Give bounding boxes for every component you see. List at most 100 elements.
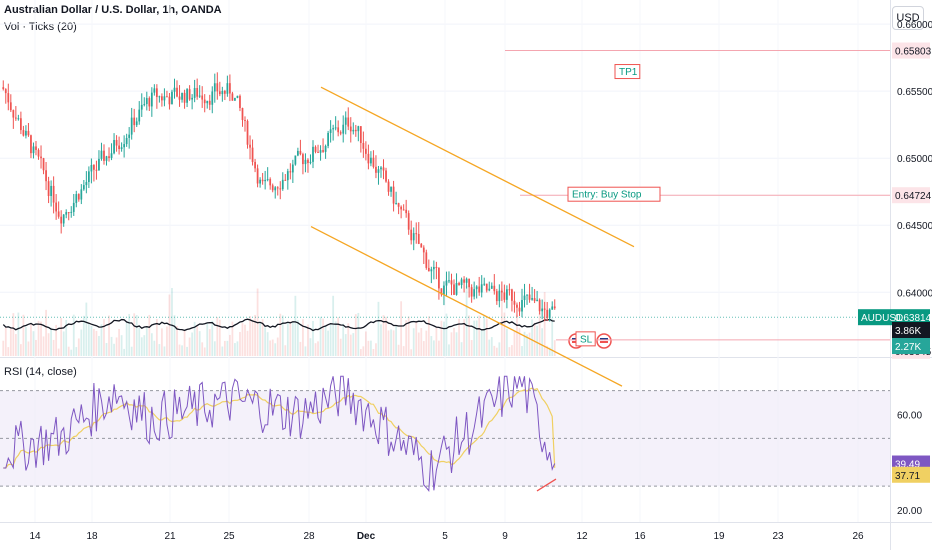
- volume-bar: [397, 344, 400, 356]
- volume-bar: [75, 347, 78, 356]
- volume-bar: [322, 318, 324, 356]
- flag-stripe: [600, 341, 608, 343]
- candle-body: [65, 212, 68, 215]
- candle-body: [478, 286, 481, 293]
- volume-bar: [211, 320, 214, 356]
- candle-body: [14, 117, 17, 119]
- sl-annotation[interactable]: SL: [575, 331, 596, 347]
- candle-body: [266, 179, 269, 181]
- volume-bar: [490, 337, 493, 356]
- volume-bar: [254, 314, 256, 356]
- volume-bar: [251, 319, 254, 356]
- candle-body: [70, 211, 73, 213]
- volume-bar: [203, 347, 206, 356]
- candle-body: [110, 153, 113, 158]
- volume-bar: [364, 331, 367, 356]
- channel-upper-line[interactable]: [320, 86, 635, 248]
- rsi-divergence-line[interactable]: [536, 478, 557, 492]
- volume-bar: [518, 328, 521, 356]
- candle-body: [191, 97, 194, 100]
- volume-bar: [430, 336, 433, 356]
- volume-bar: [155, 319, 158, 356]
- candle-body: [531, 298, 533, 300]
- volume-bar: [415, 320, 418, 356]
- volume-bar: [385, 316, 387, 356]
- volume-bar: [473, 320, 476, 356]
- candle-body: [279, 188, 282, 190]
- candle-body: [226, 83, 229, 94]
- volume-bar: [196, 326, 199, 356]
- candle-body: [483, 283, 486, 285]
- candle-body: [4, 89, 7, 94]
- candle-body: [208, 100, 211, 105]
- volume-bar: [455, 332, 458, 356]
- last-price-tag-text: 0.63814: [895, 313, 932, 324]
- candle-body: [364, 148, 367, 154]
- volume-bar: [380, 324, 382, 356]
- volume-bar: [176, 326, 178, 356]
- volume-bar: [478, 315, 481, 356]
- volume-bar: [14, 334, 17, 356]
- volume-bar: [417, 332, 420, 356]
- volume-bar: [359, 349, 362, 356]
- candle-body: [536, 299, 538, 301]
- rsi-value-tag-text: 39.49: [895, 460, 920, 471]
- candle-body: [115, 139, 118, 146]
- candle-body: [329, 129, 332, 133]
- candle-body: [513, 300, 516, 305]
- volume-bar: [334, 321, 337, 356]
- volume-bar: [438, 340, 440, 356]
- candle-body: [168, 96, 171, 105]
- volume-bar: [297, 320, 299, 356]
- rsi-ma-value-tag-bg: [892, 466, 930, 483]
- candle-body: [533, 298, 536, 301]
- candle-body: [375, 166, 377, 173]
- volume-bar: [402, 346, 405, 356]
- candle-body: [163, 96, 166, 101]
- volume-bar: [531, 319, 533, 356]
- candle-body: [25, 130, 27, 136]
- candle-body: [397, 203, 400, 207]
- candle-body: [450, 280, 453, 285]
- candle-body: [45, 170, 47, 182]
- time-label: 5: [442, 531, 448, 542]
- candle-body: [261, 179, 264, 182]
- time-label: 21: [164, 531, 176, 542]
- rsi-indicator-label[interactable]: RSI (14, close): [4, 366, 77, 378]
- candle-body: [246, 120, 249, 145]
- economic-event-icon[interactable]: [596, 333, 612, 349]
- volume-bar: [498, 342, 501, 356]
- candle-body: [196, 88, 199, 97]
- rsi-ma-line: [3, 387, 556, 469]
- candle-body: [546, 309, 549, 318]
- candle-body: [342, 124, 345, 134]
- candle-body: [80, 189, 83, 200]
- volume-bar: [98, 335, 100, 356]
- candle-body: [118, 145, 120, 150]
- candle-body: [500, 290, 503, 293]
- volume-bar: [354, 314, 357, 356]
- candle-body: [244, 120, 246, 122]
- volume-bar: [508, 347, 511, 356]
- volume-bar: [62, 331, 65, 356]
- volume-bar: [279, 313, 282, 356]
- price-tick-label: 0.64500: [897, 221, 932, 232]
- candle-body: [432, 266, 435, 270]
- sl-annotation-text: SL: [580, 334, 593, 345]
- volume-bar: [357, 312, 360, 356]
- volume-bar: [332, 295, 335, 356]
- volume-bar: [150, 333, 153, 356]
- entry-annotation[interactable]: Entry: Buy Stop: [567, 186, 661, 202]
- volume-bar: [108, 315, 110, 356]
- candle-body: [123, 144, 126, 148]
- currency-button[interactable]: USD: [892, 6, 924, 30]
- candle-body: [382, 167, 385, 171]
- tp-annotation[interactable]: TP1: [614, 64, 641, 80]
- volume-bar: [400, 301, 403, 356]
- candle-body: [145, 98, 148, 105]
- volume-tag: 2.27K: [892, 338, 930, 354]
- tp-price-tag: 0.65803: [892, 42, 932, 59]
- channel-lower-line[interactable]: [310, 225, 623, 387]
- candle-body: [516, 304, 518, 308]
